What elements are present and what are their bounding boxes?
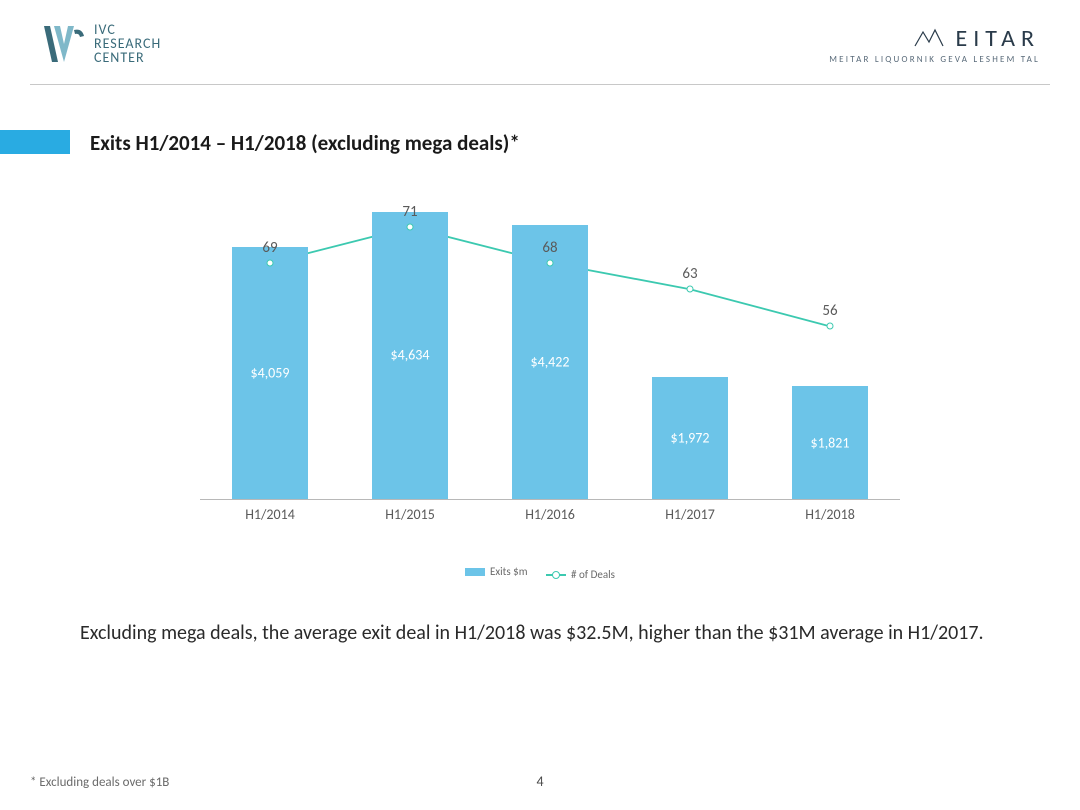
meitar-triangle-icon [914,24,955,53]
line-value-label: 63 [682,265,697,289]
line-value-label: 71 [402,203,417,227]
legend-bar-label: Exits $m [490,565,528,578]
footnote: * Excluding deals over $1B [30,775,169,790]
bar: $4,634 [372,212,448,499]
bar: $4,059 [232,247,308,499]
meitar-logo: EITAR MEITAR LIQUORNIK GEVA LESHEM TAL [829,24,1040,65]
x-axis-label: H1/2015 [385,506,435,523]
title-accent-tab [0,130,70,154]
x-axis-label: H1/2017 [665,506,715,523]
meitar-logo-sub: MEITAR LIQUORNIK GEVA LESHEM TAL [829,54,1040,65]
bar-value-label: $4,059 [232,365,308,382]
header: IVC RESEARCH CENTER EITAR MEITAR LIQUORN… [30,22,1050,82]
x-axis-label: H1/2018 [805,506,855,523]
ivc-logo: IVC RESEARCH CENTER [38,22,161,66]
legend-line-label: # of Deals [571,568,615,581]
exits-chart: $4,059 69 $4,634 71 $4,422 68 $1,972 63 $1,821 56… [160,190,920,550]
bar-value-label: $4,422 [512,353,588,370]
body-text: Excluding mega deals, the average exit d… [80,620,1000,646]
meitar-logo-main: EITAR [829,24,1040,53]
chart-plot-area: $4,059 69 $4,634 71 $4,422 68 $1,972 63 $1,821 56 [200,190,900,500]
line-value-label: 69 [262,239,277,263]
header-divider [30,84,1050,85]
ivc-logo-icon [38,22,86,66]
page-number: 4 [536,773,543,790]
bar-value-label: $1,821 [792,434,868,451]
legend-item-bars: Exits $m [465,565,528,578]
x-axis-label: H1/2016 [525,506,575,523]
line-value-label: 56 [822,302,837,326]
chart-legend: Exits $m # of Deals [0,565,1080,581]
line-value-label: 68 [542,239,557,263]
legend-swatch-line [546,574,566,576]
bar-value-label: $4,634 [372,347,448,364]
bar: $1,972 [652,377,728,499]
ivc-logo-text: IVC RESEARCH CENTER [94,23,161,65]
legend-item-line: # of Deals [546,568,615,581]
slide-title: Exits H1/2014 – H1/2018 (excluding mega … [90,130,520,156]
ivc-line-3: CENTER [94,51,161,65]
bar: $1,821 [792,386,868,499]
bar-value-label: $1,972 [652,429,728,446]
meitar-wordmark: EITAR [955,24,1040,53]
x-axis-label: H1/2014 [245,506,295,523]
legend-swatch-bar [465,568,485,576]
